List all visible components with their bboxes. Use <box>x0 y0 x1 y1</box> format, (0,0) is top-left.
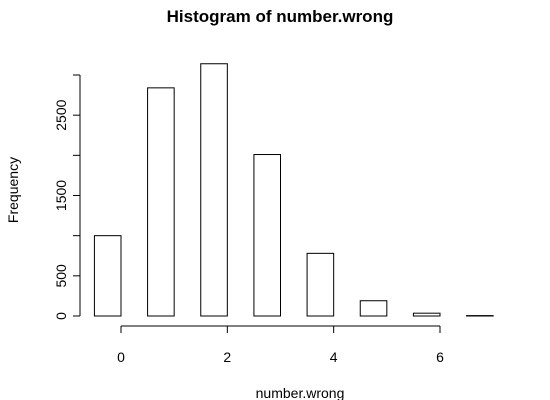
bars-group <box>94 64 493 316</box>
y-tick-label-1500: 1500 <box>53 180 69 211</box>
histogram-bar-4 <box>307 253 334 316</box>
y-axis-label: Frequency <box>5 157 21 223</box>
histogram-bar-2 <box>201 64 228 316</box>
x-axis: 0 2 4 6 <box>117 326 444 365</box>
x-tick-label-6: 6 <box>436 349 444 365</box>
histogram-bar-3 <box>254 155 281 316</box>
x-tick-label-0: 0 <box>117 349 125 365</box>
histogram-bar-6 <box>413 313 440 316</box>
y-tick-label-500: 500 <box>53 264 69 288</box>
chart-title: Histogram of number.wrong <box>167 7 394 26</box>
y-axis: 0 500 1500 2500 <box>53 75 80 320</box>
x-tick-label-2: 2 <box>223 349 231 365</box>
x-tick-label-4: 4 <box>330 349 338 365</box>
y-tick-label-0: 0 <box>53 312 69 320</box>
x-axis-label: number.wrong <box>256 385 345 400</box>
histogram-bar-0 <box>94 236 121 316</box>
histogram-bar-1 <box>148 88 175 316</box>
histogram-bar-5 <box>360 301 387 316</box>
y-tick-label-2500: 2500 <box>53 99 69 130</box>
